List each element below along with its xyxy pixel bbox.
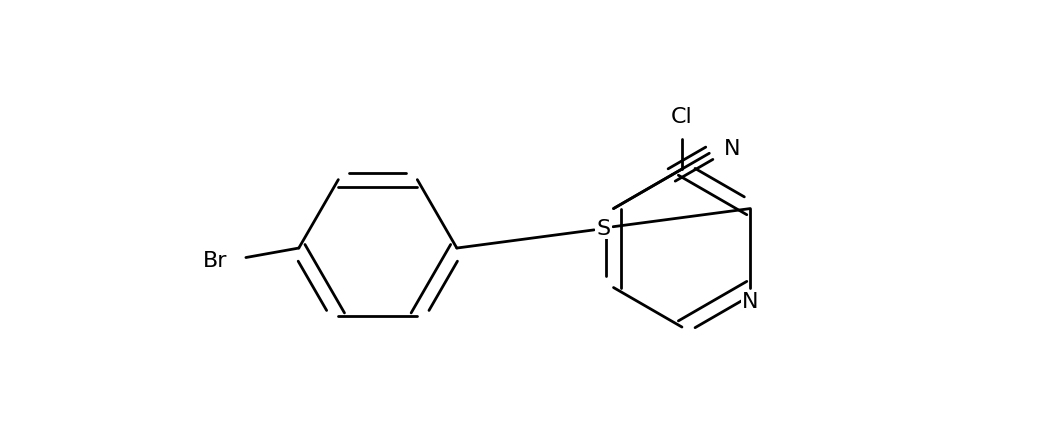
Text: Cl: Cl xyxy=(671,106,693,127)
Text: N: N xyxy=(743,292,758,312)
Text: S: S xyxy=(597,219,610,239)
Text: Br: Br xyxy=(203,250,228,270)
Text: N: N xyxy=(724,138,740,158)
